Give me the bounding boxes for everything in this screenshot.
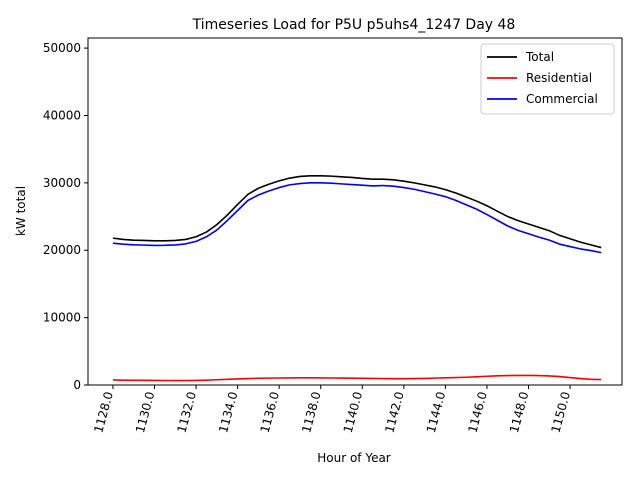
y-tick-label: 0 bbox=[73, 378, 81, 392]
legend-box bbox=[480, 43, 615, 115]
y-tick-label: 20000 bbox=[43, 243, 81, 257]
series-line-commercial bbox=[112, 182, 602, 254]
chart-title: Timeseries Load for P5U p5uhs4_1247 Day … bbox=[192, 17, 516, 33]
series-group bbox=[112, 174, 602, 382]
legend: Total Residential Commercial bbox=[480, 43, 615, 115]
series-line-total bbox=[112, 174, 602, 249]
legend-label-commercial: Commercial bbox=[526, 92, 598, 106]
plot-frame bbox=[87, 37, 623, 386]
y-tick-label: 30000 bbox=[43, 176, 81, 190]
y-tick-label: 40000 bbox=[43, 108, 81, 122]
legend-label-residential: Residential bbox=[526, 71, 592, 85]
y-axis-label: kW total bbox=[14, 186, 28, 236]
y-tick-label: 50000 bbox=[43, 41, 81, 55]
series-line-residential bbox=[112, 374, 602, 382]
legend-label-total: Total bbox=[525, 50, 554, 64]
y-axis: 0 10000 20000 30000 40000 50000 bbox=[43, 41, 88, 392]
x-axis-label: Hour of Year bbox=[317, 451, 391, 465]
y-tick-label: 10000 bbox=[43, 311, 81, 325]
